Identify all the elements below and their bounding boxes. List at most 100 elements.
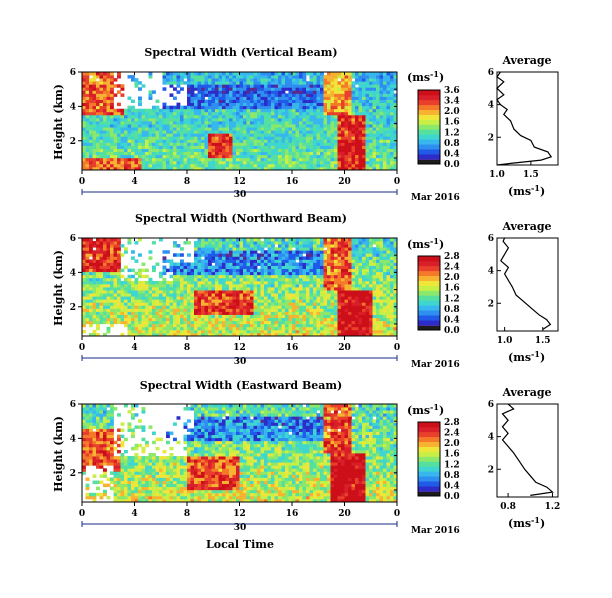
heatmap-cell	[299, 93, 303, 97]
heatmap-cell	[176, 148, 181, 153]
heatmap-cell	[211, 78, 216, 82]
heatmap-cell	[89, 99, 93, 104]
heatmap-cell	[295, 302, 300, 306]
heatmap-cell	[169, 114, 174, 119]
heatmap-cell	[117, 277, 121, 282]
heatmap-cell	[166, 302, 170, 306]
heatmap-cell	[173, 283, 177, 288]
heatmap-cell	[285, 320, 289, 325]
heatmap-cell	[327, 250, 331, 254]
heatmap-cell	[169, 290, 174, 294]
heatmap-cell	[208, 142, 212, 146]
heatmap-cell	[145, 111, 149, 116]
heatmap-cell	[194, 87, 198, 91]
heatmap-cell	[236, 130, 240, 134]
heatmap-cell	[218, 111, 223, 116]
heatmap-cell	[327, 317, 331, 322]
heatmap-cell	[274, 114, 279, 119]
heatmap-cell	[281, 87, 286, 91]
heatmap-cell	[82, 145, 86, 149]
heatmap-cell	[330, 145, 335, 149]
heatmap-cell	[92, 151, 97, 156]
heatmap-cell	[166, 280, 170, 285]
heatmap-cell	[341, 326, 345, 331]
heatmap-cell	[253, 283, 258, 288]
heatmap-cell	[155, 111, 160, 116]
heatmap-cell	[180, 117, 184, 122]
heatmap-cell	[99, 163, 104, 168]
heatmap-cell	[337, 151, 342, 156]
heatmap-cell	[257, 247, 261, 251]
heatmap-cell	[344, 90, 349, 94]
heatmap-cell	[351, 111, 356, 116]
heatmap-cell	[260, 241, 265, 245]
heatmap-cell	[316, 87, 321, 91]
heatmap-cell	[208, 87, 212, 91]
heatmap-cell	[281, 124, 286, 128]
heatmap-cell	[327, 114, 331, 119]
heatmap-cell	[82, 290, 86, 294]
heatmap-cell	[285, 277, 289, 282]
heatmap-cell	[85, 293, 90, 297]
y-ticks: 642	[70, 68, 397, 159]
heatmap-cell	[243, 256, 247, 260]
heatmap-cell	[253, 241, 258, 245]
heatmap-cell	[278, 130, 282, 134]
heatmap-cell	[323, 96, 328, 100]
heatmap-cell	[306, 163, 310, 168]
heatmap-cell	[215, 151, 219, 156]
heatmap-cell	[236, 308, 240, 312]
heatmap-cell	[278, 259, 282, 263]
heatmap-cell	[348, 305, 352, 309]
heatmap-cell	[201, 241, 205, 245]
heatmap-cell	[173, 78, 177, 82]
heatmap-cell	[330, 296, 335, 300]
heatmap-cell	[92, 75, 97, 79]
heatmap-cell	[239, 157, 244, 162]
heatmap-cell	[239, 317, 244, 322]
heatmap-cell	[222, 96, 226, 100]
heatmap-cell	[281, 247, 286, 251]
heatmap-cell	[274, 139, 279, 143]
heatmap-cell	[103, 308, 107, 312]
heatmap-cell	[358, 117, 363, 122]
heatmap-cell	[127, 241, 132, 245]
heatmap-cell	[103, 121, 107, 125]
heatmap-cell	[271, 78, 275, 82]
heatmap-cell	[92, 280, 97, 285]
heatmap-cell	[204, 244, 209, 248]
heatmap-cell	[313, 90, 317, 94]
heatmap-cell	[162, 117, 167, 122]
heatmap-cell	[106, 102, 111, 107]
heatmap-cell	[85, 133, 90, 137]
heatmap-cell	[292, 256, 296, 260]
heatmap-cell	[152, 329, 156, 334]
heatmap-cell	[257, 117, 261, 122]
heatmap-cell	[376, 127, 380, 131]
heatmap-cell	[113, 259, 118, 263]
heatmap-cell	[204, 305, 209, 309]
heatmap-cell	[348, 163, 352, 168]
heatmap-cell	[253, 293, 258, 297]
heatmap-cell	[386, 111, 391, 116]
heatmap-cell	[253, 154, 258, 159]
heatmap-cell	[274, 130, 279, 134]
heatmap-cell	[299, 157, 303, 162]
heatmap-cell	[309, 114, 314, 119]
heatmap-cell	[271, 111, 275, 116]
heatmap-cell	[131, 317, 135, 322]
heatmap-cell	[288, 317, 293, 322]
heatmap-cell	[162, 332, 167, 337]
heatmap-cell	[148, 133, 153, 137]
heatmap-cell	[208, 96, 212, 100]
heatmap-cell	[383, 148, 387, 153]
heatmap-cell	[306, 90, 310, 94]
heatmap-cell	[159, 323, 163, 328]
heatmap-cell	[197, 311, 202, 315]
heatmap-cell	[166, 133, 170, 137]
heatmap-cell	[183, 81, 188, 85]
heatmap-cell	[309, 117, 314, 122]
heatmap-cell	[316, 133, 321, 137]
heatmap-cell	[180, 72, 184, 76]
heatmap-cell	[159, 274, 163, 279]
